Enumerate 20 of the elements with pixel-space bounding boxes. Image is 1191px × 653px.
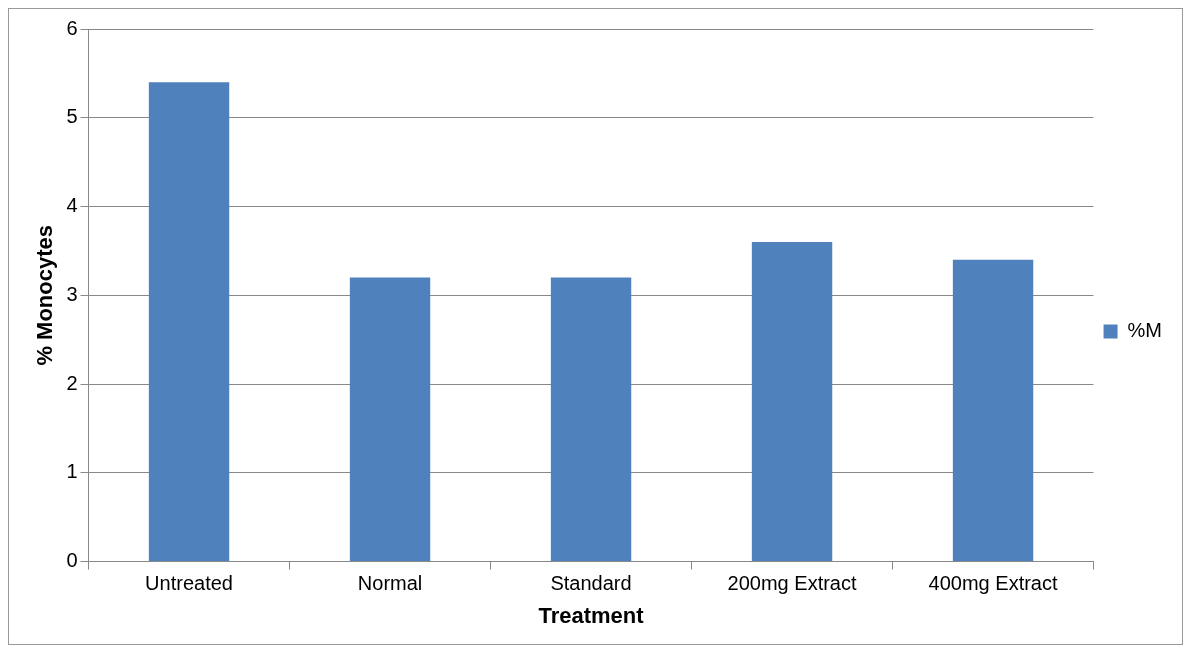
bar — [148, 82, 230, 562]
x-tick-label: Normal — [357, 572, 423, 595]
y-tick-label: 5 — [66, 105, 78, 128]
bar — [349, 277, 431, 562]
x-tick-label: 200mg Extract — [727, 572, 857, 595]
x-tick-label: Standard — [550, 572, 632, 595]
x-axis-title: Treatment — [538, 602, 645, 628]
x-tick-label: Untreated — [145, 572, 233, 595]
y-tick-label: 0 — [66, 549, 78, 572]
y-tick-label: 3 — [66, 282, 78, 305]
y-tick-label: 2 — [66, 371, 78, 394]
y-tick-label: 6 — [66, 16, 78, 39]
x-tick-label: 400mg Extract — [928, 572, 1058, 595]
bar — [952, 259, 1034, 562]
y-tick-label: 4 — [66, 194, 78, 217]
legend-label: %M — [1127, 319, 1163, 342]
bar — [550, 277, 632, 562]
y-axis-title: % Monocytes — [32, 225, 58, 366]
bar — [751, 242, 833, 562]
y-tick-label: 1 — [66, 460, 78, 483]
